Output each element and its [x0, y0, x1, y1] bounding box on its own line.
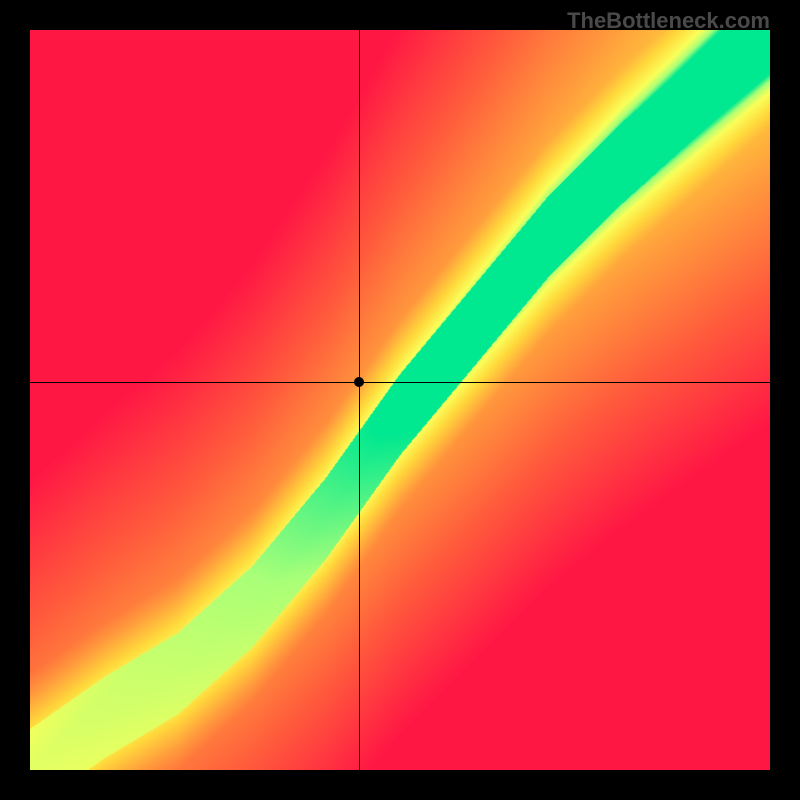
plot-area — [30, 30, 770, 770]
heatmap-canvas — [30, 30, 770, 770]
crosshair-horizontal — [30, 382, 770, 383]
crosshair-vertical — [359, 30, 360, 770]
crosshair-marker — [354, 377, 364, 387]
watermark-text: TheBottleneck.com — [567, 8, 770, 34]
